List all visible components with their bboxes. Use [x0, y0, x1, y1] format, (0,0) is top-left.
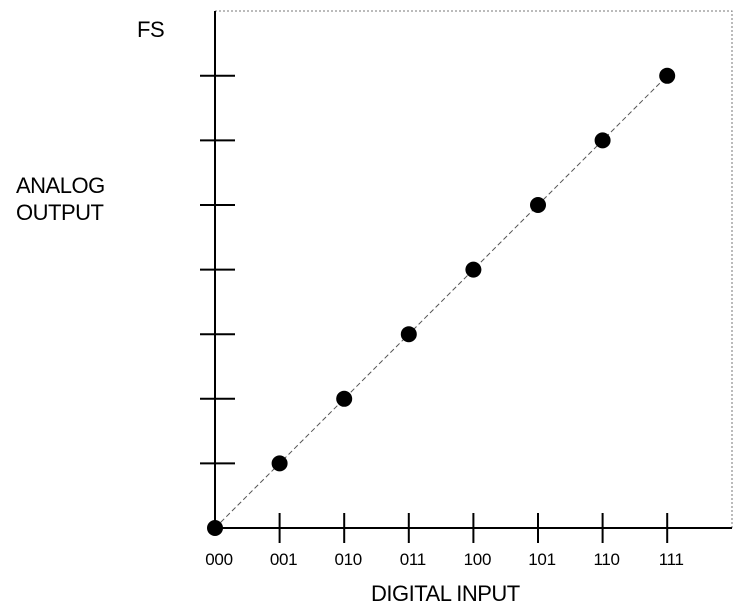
data-points [207, 67, 676, 536]
x-tick-label-000: 000 [205, 550, 233, 569]
trend-line [214, 75, 668, 529]
data-point-001 [271, 455, 288, 472]
y-ticks [200, 74, 235, 465]
data-point-011 [400, 326, 417, 343]
y-axis-label-line-2: OUTPUT [16, 200, 104, 225]
x-tick-label-011: 011 [399, 550, 427, 569]
data-point-000 [207, 520, 223, 536]
x-tick-label-101: 101 [528, 550, 556, 569]
x-axis-label: DIGITAL INPUT [371, 581, 520, 606]
full-scale-label: FS [137, 17, 165, 42]
data-point-110 [594, 132, 611, 149]
x-tick-label-111: 111 [658, 550, 684, 569]
x-ticks [278, 513, 669, 543]
data-point-010 [336, 390, 353, 407]
data-point-111 [659, 67, 676, 84]
data-point-100 [465, 261, 482, 278]
x-tick-label-010: 010 [334, 550, 362, 569]
y-axis-label: ANALOG OUTPUT [16, 172, 105, 226]
x-tick-label-110: 110 [593, 550, 620, 569]
data-point-101 [530, 197, 546, 213]
x-tick-label-001: 001 [269, 550, 298, 569]
y-axis-label-line-1: ANALOG [16, 173, 105, 198]
x-tick-label-100: 100 [463, 550, 492, 569]
